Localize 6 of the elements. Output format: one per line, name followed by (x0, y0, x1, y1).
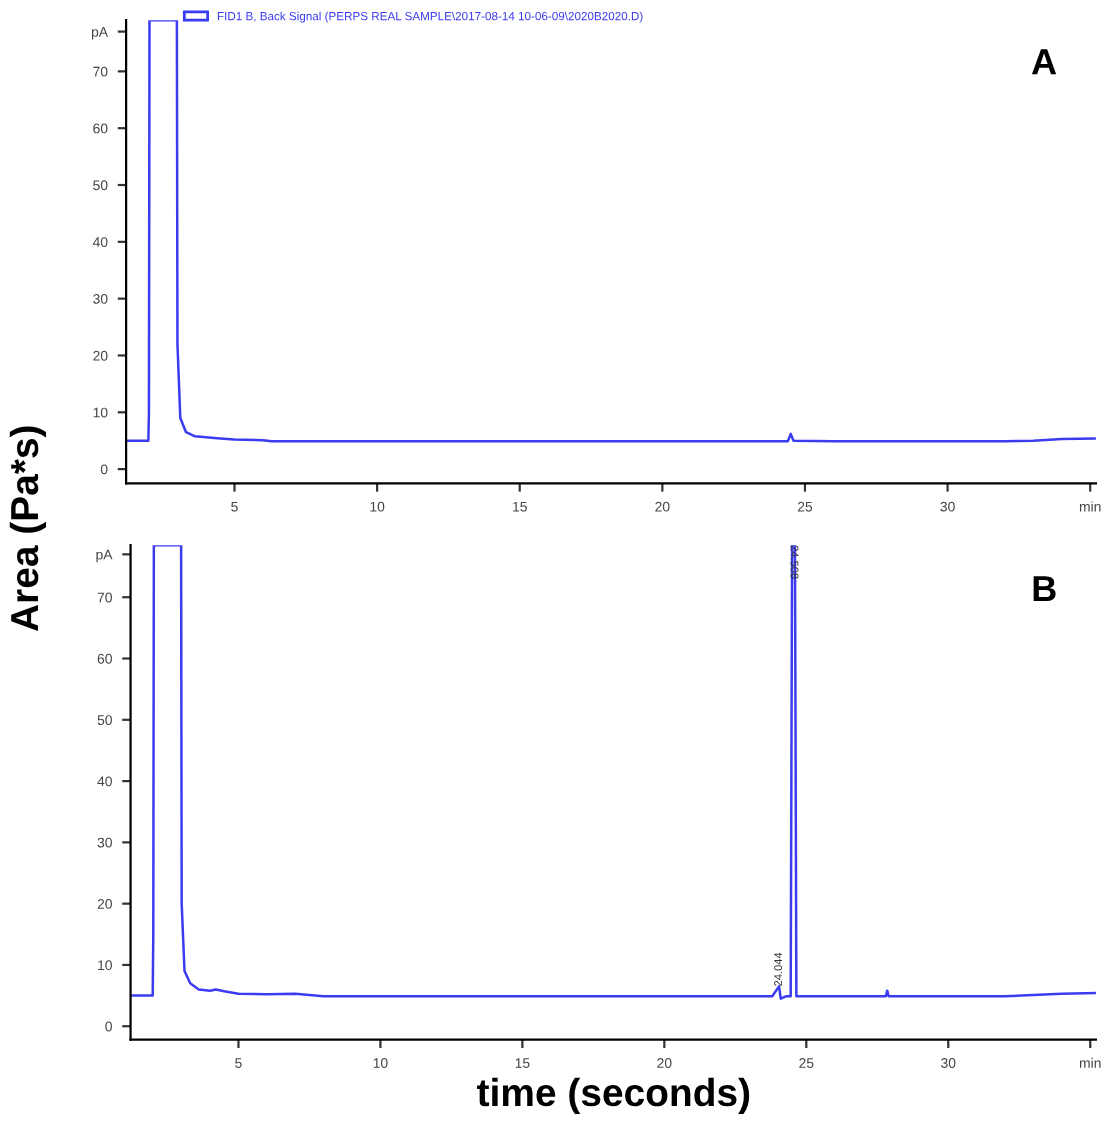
x-axis-title: time (seconds) (477, 1077, 750, 1115)
line-series (126, 20, 1096, 443)
line-series (130, 545, 1096, 1000)
text: B (1033, 576, 1056, 601)
text: A (1031, 49, 1057, 75)
y-axis-title: Area (Pa*s) (9, 426, 47, 632)
